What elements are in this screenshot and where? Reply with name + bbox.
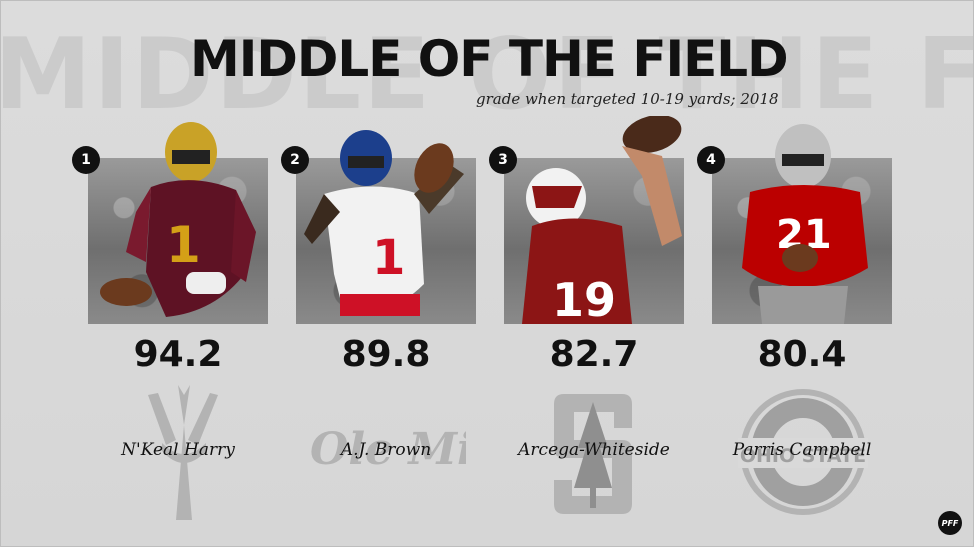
pff-logo-icon: PFF: [938, 511, 962, 535]
grade-value-1: 94.2: [133, 334, 223, 375]
stanford-logo-icon: [554, 394, 632, 514]
grade-value-3: 82.7: [549, 334, 639, 375]
page-subtitle: grade when targeted 10-19 yards; 2018: [476, 90, 779, 108]
player-image-1: 1: [100, 122, 256, 317]
player-name-1: N'Keal Harry: [121, 440, 235, 460]
player-name-2: A.J. Brown: [340, 440, 432, 460]
ole-miss-logo-icon: Ole Miss: [310, 424, 466, 475]
rank-badge-3: 3: [489, 146, 517, 174]
player-name-3: Arcega-Whiteside: [518, 440, 670, 460]
arizona-state-logo-icon: [148, 385, 218, 520]
svg-text:19: 19: [552, 273, 616, 324]
player-image-3: 19: [522, 116, 682, 324]
svg-text:1: 1: [372, 230, 405, 286]
rank-badge-1: 1: [72, 146, 100, 174]
rank-badge-2: 2: [281, 146, 309, 174]
ohio-state-logo-icon: OHIO STATE: [738, 389, 868, 515]
grade-value-2: 89.8: [341, 334, 431, 375]
player-image-2: 1: [304, 130, 464, 316]
player-name-4: Parris Campbell: [732, 440, 872, 460]
background-watermark-text: MIDDLE OF THE FIELD: [0, 18, 974, 132]
svg-text:OHIO STATE: OHIO STATE: [740, 445, 866, 467]
grade-value-4: 80.4: [757, 334, 847, 375]
svg-text:1: 1: [166, 216, 201, 274]
svg-text:Ole Miss: Ole Miss: [310, 424, 466, 475]
player-image-4: 21: [742, 124, 868, 324]
rank-badge-4: 4: [697, 146, 725, 174]
page-title: MIDDLE OF THE FIELD: [190, 30, 789, 88]
